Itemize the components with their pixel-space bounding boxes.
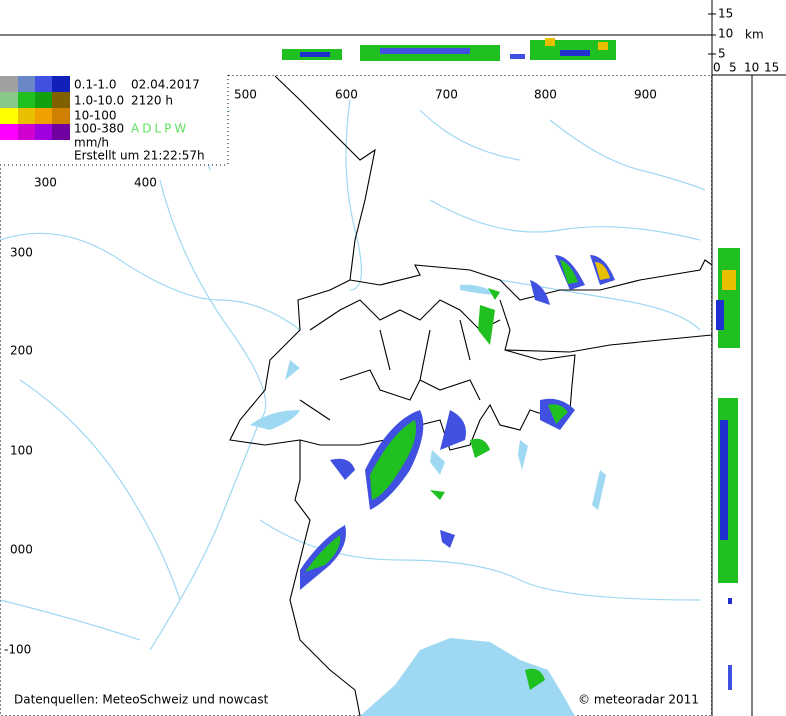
- legend-unit: mm/h: [74, 136, 109, 150]
- legend-range: 1.0-10.0: [74, 94, 124, 108]
- profile-echo-right: [716, 248, 740, 690]
- y-label: -100: [4, 643, 31, 657]
- x-label: 300: [34, 176, 57, 190]
- profile-height-label: 5: [718, 47, 726, 61]
- legend-range: 0.1-1.0: [74, 78, 117, 92]
- x-label: 800: [534, 88, 557, 102]
- profile-height-label: 0: [713, 61, 721, 75]
- x-label: 400: [134, 176, 157, 190]
- data-source: Datenquellen: MeteoSchweiz und nowcast: [14, 693, 269, 707]
- legend-swatches: [0, 76, 70, 140]
- legend-range: 10-100: [74, 109, 117, 123]
- radar-echoes: [300, 255, 615, 690]
- lakes: [250, 284, 606, 510]
- rivers: [0, 99, 706, 651]
- profile-ticks: [708, 13, 716, 55]
- profile-unit: km: [745, 28, 764, 42]
- profile-width-label: 10: [744, 61, 759, 75]
- profile-echo-top: [282, 38, 616, 61]
- legend-duration: 2120 h: [131, 94, 173, 108]
- y-label: 100: [10, 444, 33, 458]
- x-label: 600: [335, 88, 358, 102]
- sea: [360, 638, 575, 716]
- copyright: © meteoradar 2011: [578, 693, 699, 707]
- legend-created: Erstellt um 21:22:57h: [74, 149, 205, 163]
- legend-radars: ADLPW: [131, 122, 189, 136]
- x-label: 500: [234, 88, 257, 102]
- profile-height-label: 10: [718, 27, 733, 41]
- y-label: 200: [10, 344, 33, 358]
- profile-width-label: 15: [764, 61, 779, 75]
- legend-range: 100-380: [74, 122, 124, 136]
- profile-width-label: 5: [729, 61, 737, 75]
- legend-date: 02.04.2017: [131, 78, 200, 92]
- profile-height-label: 15: [718, 7, 733, 21]
- x-label: 700: [435, 88, 458, 102]
- y-label: 000: [10, 543, 33, 557]
- x-label: 900: [634, 88, 657, 102]
- y-label: 300: [10, 246, 33, 260]
